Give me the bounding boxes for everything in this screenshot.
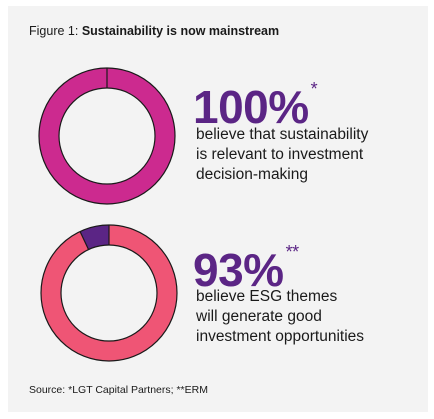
stat-number: 93%	[193, 244, 284, 296]
donut-outline	[58, 87, 156, 185]
stat-description-line: believe ESG themes	[196, 288, 338, 305]
donut-chart-esg	[40, 224, 178, 362]
stat-description-line: investment opportunities	[196, 328, 365, 345]
stat-value-sustainability: 100% *	[193, 80, 318, 133]
stat-value-esg: 93% **	[193, 243, 299, 296]
donut-segment	[39, 68, 175, 204]
donut-segment	[80, 225, 109, 250]
stat-number: 100%	[193, 81, 309, 133]
stat-footnote-marker: **	[285, 242, 300, 262]
source-note: Source: *LGT Capital Partners; **ERM	[29, 384, 208, 396]
stat-description-sustainability: believe that sustainability is relevant …	[196, 125, 396, 185]
figure-title: Figure 1: Sustainability is now mainstre…	[29, 24, 279, 38]
stat-description-line: believe that sustainability	[196, 126, 369, 143]
figure-title-prefix: Figure 1:	[29, 24, 82, 38]
donut-divider	[79, 231, 90, 250]
stat-description-line: is relevant to investment	[196, 146, 364, 163]
donut-outline	[60, 244, 158, 342]
stat-description-esg: believe ESG themes will generate good in…	[196, 287, 396, 347]
stat-footnote-marker: *	[310, 79, 318, 99]
stat-description-line: decision-making	[196, 166, 308, 183]
stat-description-line: will generate good	[196, 308, 322, 325]
donut-chart-sustainability	[38, 67, 176, 205]
figure-title-bold: Sustainability is now mainstream	[81, 24, 280, 38]
